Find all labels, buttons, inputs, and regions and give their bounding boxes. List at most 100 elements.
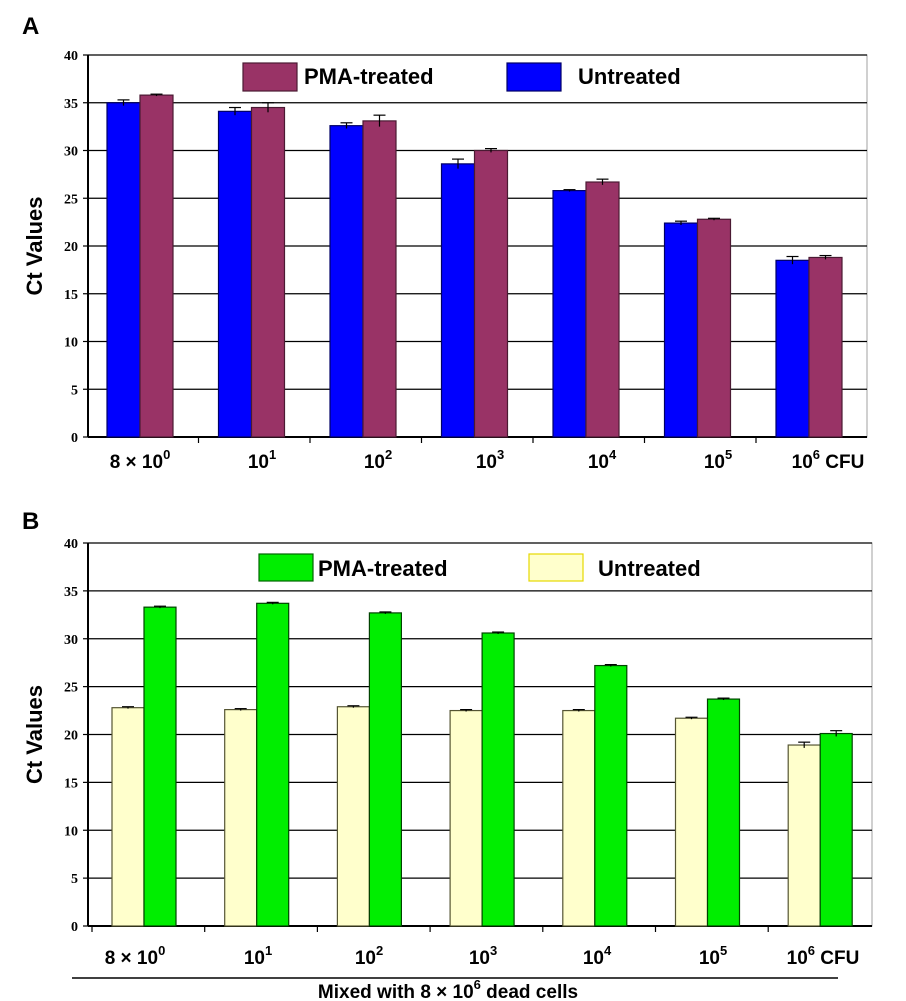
y-tick-label: 0 bbox=[71, 920, 78, 935]
y-axis-label: Ct Values bbox=[22, 196, 47, 295]
panel-letter: B bbox=[22, 508, 39, 535]
bar-pma-treated-5 bbox=[696, 218, 732, 438]
bottom-note: Mixed with 8 × 106 dead cells bbox=[318, 977, 578, 1001]
x-tick-label: 105 bbox=[699, 943, 727, 969]
y-tick-label: 20 bbox=[64, 729, 78, 744]
x-tick-label: 101 bbox=[244, 943, 272, 969]
x-tick-base: 10 bbox=[704, 452, 725, 473]
x-tick-exponent: 3 bbox=[490, 943, 497, 958]
x-tick-exponent: 2 bbox=[376, 943, 383, 958]
x-tick-label: 103 bbox=[476, 447, 504, 473]
x-tick-base: 10 bbox=[588, 452, 609, 473]
x-tick-base: 8 × 10 bbox=[110, 452, 163, 473]
legend-swatch bbox=[242, 62, 298, 92]
x-tick-label: 106 CFU bbox=[787, 943, 860, 969]
x-tick-exponent: 1 bbox=[265, 943, 272, 958]
x-tick-base: 10 bbox=[699, 948, 720, 969]
y-tick-label: 35 bbox=[64, 585, 78, 600]
bottom-note-suffix: dead cells bbox=[481, 982, 578, 1001]
legend-swatch bbox=[258, 553, 314, 582]
x-tick-base: 8 × 10 bbox=[105, 948, 158, 969]
x-tick-label: 103 bbox=[469, 943, 497, 969]
y-tick-label: 30 bbox=[64, 145, 78, 160]
x-tick-label: 101 bbox=[248, 447, 276, 473]
x-tick-label: 104 bbox=[583, 943, 612, 969]
bar-untreated-6 bbox=[775, 259, 810, 438]
bar-pma-treated-3 bbox=[481, 632, 515, 927]
y-tick-label: 15 bbox=[64, 288, 78, 303]
legend-swatch bbox=[528, 553, 584, 582]
bar-pma-treated-4 bbox=[594, 664, 628, 927]
legend-label: PMA-treated bbox=[304, 64, 434, 89]
y-tick-label: 10 bbox=[64, 336, 78, 351]
x-tick-exponent: 2 bbox=[385, 447, 392, 462]
bar-pma-treated-1 bbox=[250, 106, 286, 438]
bar-pma-treated-2 bbox=[368, 612, 402, 927]
y-axis-label: Ct Values bbox=[22, 685, 47, 784]
y-tick-label: 40 bbox=[64, 537, 78, 552]
bar-untreated-5 bbox=[674, 717, 709, 927]
bottom-note-prefix: Mixed with 8 × 10 bbox=[318, 982, 474, 1001]
x-tick-label: 102 bbox=[364, 447, 392, 473]
x-tick-base: 10 bbox=[469, 948, 490, 969]
bar-untreated-5 bbox=[663, 222, 699, 438]
x-tick-exponent: 5 bbox=[725, 447, 732, 462]
legend-label: Untreated bbox=[578, 64, 681, 89]
x-tick-base: 10 bbox=[355, 948, 376, 969]
y-tick-label: 40 bbox=[64, 49, 78, 64]
bar-pma-treated-6 bbox=[819, 732, 853, 927]
bar-pma-treated-4 bbox=[585, 181, 620, 438]
legend-swatch bbox=[506, 62, 562, 92]
y-tick-label: 20 bbox=[64, 240, 78, 255]
x-tick-exponent: 6 bbox=[813, 447, 820, 462]
x-tick-exponent: 4 bbox=[609, 447, 617, 462]
x-tick-suffix: CFU bbox=[815, 948, 859, 969]
bar-untreated-0 bbox=[106, 102, 141, 438]
bar-untreated-1 bbox=[217, 110, 253, 438]
bar-pma-treated-6 bbox=[808, 256, 843, 438]
x-tick-base: 10 bbox=[787, 948, 808, 969]
y-tick-label: 15 bbox=[64, 776, 78, 791]
bar-untreated-6 bbox=[787, 744, 821, 927]
x-tick-exponent: 4 bbox=[604, 943, 612, 958]
bar-untreated-0 bbox=[111, 707, 145, 927]
y-tick-label: 10 bbox=[64, 824, 78, 839]
bar-untreated-1 bbox=[224, 709, 258, 927]
bar-untreated-2 bbox=[329, 125, 364, 438]
bar-untreated-4 bbox=[552, 190, 587, 438]
bottom-note-exponent: 6 bbox=[474, 977, 481, 992]
legend-label: PMA-treated bbox=[318, 556, 448, 581]
x-tick-exponent: 5 bbox=[720, 943, 727, 958]
x-tick-base: 10 bbox=[583, 948, 604, 969]
legend-label: Untreated bbox=[598, 556, 701, 581]
x-tick-base: 10 bbox=[364, 452, 385, 473]
bar-untreated-3 bbox=[449, 709, 483, 927]
x-tick-base: 10 bbox=[792, 452, 813, 473]
y-tick-label: 25 bbox=[64, 681, 78, 696]
bar-pma-treated-0 bbox=[139, 94, 174, 438]
x-tick-suffix: CFU bbox=[820, 452, 864, 473]
bar-pma-treated-1 bbox=[256, 602, 290, 927]
x-tick-exponent: 1 bbox=[269, 447, 276, 462]
x-tick-exponent: 0 bbox=[163, 447, 170, 462]
x-tick-label: 8 × 100 bbox=[110, 447, 171, 473]
x-tick-label: 102 bbox=[355, 943, 383, 969]
bar-untreated-3 bbox=[440, 163, 476, 438]
y-tick-label: 25 bbox=[64, 192, 78, 207]
x-tick-exponent: 6 bbox=[808, 943, 815, 958]
x-tick-base: 10 bbox=[248, 452, 269, 473]
bar-pma-treated-3 bbox=[473, 149, 509, 438]
y-tick-label: 30 bbox=[64, 633, 78, 648]
bar-pma-treated-2 bbox=[362, 120, 397, 438]
x-tick-exponent: 3 bbox=[497, 447, 504, 462]
bar-untreated-2 bbox=[336, 706, 370, 927]
x-tick-exponent: 0 bbox=[158, 943, 165, 958]
bar-pma-treated-5 bbox=[706, 698, 741, 927]
x-tick-base: 10 bbox=[476, 452, 497, 473]
x-tick-label: 105 bbox=[704, 447, 732, 473]
y-tick-label: 35 bbox=[64, 97, 78, 112]
x-tick-base: 10 bbox=[244, 948, 265, 969]
